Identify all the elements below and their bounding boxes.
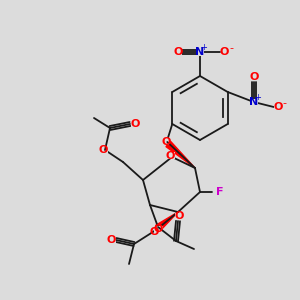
Text: O: O xyxy=(106,235,116,245)
Text: -: - xyxy=(229,43,233,53)
Bar xyxy=(174,49,182,56)
Text: O: O xyxy=(219,47,229,57)
Bar xyxy=(130,121,140,128)
Polygon shape xyxy=(166,141,195,168)
Text: O: O xyxy=(174,211,184,221)
Bar xyxy=(166,152,175,158)
Bar xyxy=(220,49,230,56)
Bar xyxy=(216,188,224,196)
Text: O: O xyxy=(149,227,159,237)
Bar xyxy=(154,226,163,232)
Bar xyxy=(250,74,258,80)
Text: O: O xyxy=(273,102,282,112)
Bar xyxy=(274,103,283,110)
Text: O: O xyxy=(98,145,108,155)
Polygon shape xyxy=(156,212,178,231)
Text: O: O xyxy=(162,137,171,147)
Bar xyxy=(162,137,170,145)
Text: N: N xyxy=(249,97,258,107)
Bar xyxy=(175,212,184,220)
Text: O: O xyxy=(153,224,163,234)
Text: -: - xyxy=(283,98,287,108)
Text: N: N xyxy=(195,47,205,57)
Bar xyxy=(250,98,258,106)
Bar xyxy=(196,49,204,56)
Bar xyxy=(106,236,116,244)
Text: +: + xyxy=(201,44,207,52)
Text: O: O xyxy=(130,119,140,129)
Text: F: F xyxy=(216,187,224,197)
Text: O: O xyxy=(249,72,258,82)
Text: +: + xyxy=(254,94,261,103)
Bar xyxy=(98,146,107,154)
Text: O: O xyxy=(173,47,183,57)
Text: O: O xyxy=(165,151,175,161)
Bar xyxy=(149,229,158,236)
